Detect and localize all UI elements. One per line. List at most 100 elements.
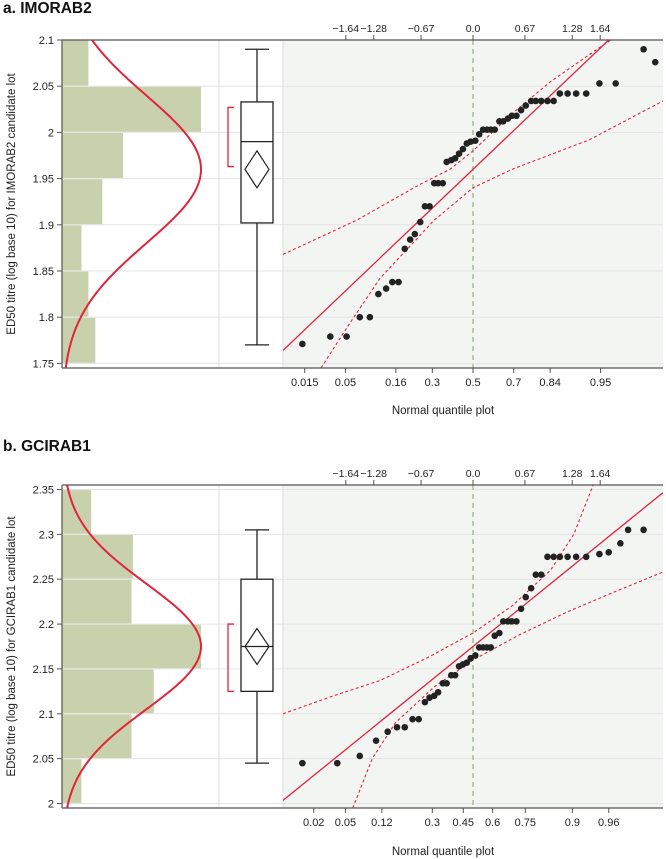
qq-data-point (299, 340, 306, 348)
bottom-tick-label: 0.015 (291, 377, 319, 389)
qq-data-point (366, 313, 374, 321)
y-tick-label: 2.05 (33, 81, 54, 93)
y-tick-label: 2.05 (33, 754, 54, 766)
qq-data-point (527, 584, 535, 592)
histogram-bar (62, 271, 89, 317)
qq-data-point (375, 290, 382, 298)
bottom-tick-label: 0.9 (565, 817, 580, 829)
qq-data-point (522, 593, 530, 601)
y-tick-label: 2.3 (39, 529, 54, 541)
qq-data-point (522, 102, 530, 109)
qq-data-point (393, 723, 401, 731)
histogram-bar (62, 40, 89, 86)
y-tick-label: 1.85 (33, 266, 54, 278)
y-tick-label: 1.8 (39, 312, 54, 324)
qq-data-point (451, 154, 459, 162)
bottom-tick-label: 0.84 (539, 377, 560, 389)
qq-data-point (640, 45, 647, 53)
qq-data-point (564, 90, 571, 97)
qq-data-point (443, 679, 450, 687)
qq-data-point (475, 130, 483, 138)
top-tick-label: 0.0 (466, 23, 481, 35)
qq-data-point (439, 179, 447, 187)
top-tick-label: 0.67 (515, 23, 536, 35)
y-tick-label: 2 (48, 127, 54, 139)
qq-data-point (640, 526, 647, 534)
qq-data-point (544, 553, 551, 561)
qq-data-point (572, 553, 580, 561)
qq-data-point (463, 659, 471, 666)
histogram-bar (62, 86, 201, 132)
qq-data-point (356, 313, 364, 321)
qq-data-point (372, 737, 380, 745)
mean-diamond (244, 149, 270, 189)
qq-data-point (299, 759, 306, 767)
qq-data-point (411, 230, 419, 238)
qq-data-point (550, 97, 557, 105)
qq-data-point (409, 715, 416, 723)
qq-data-point (556, 90, 564, 97)
qq-data-point (537, 97, 545, 105)
qq-data-point (496, 629, 503, 637)
qq-confidence-band-upper (283, 40, 613, 255)
histogram-bar (62, 579, 132, 624)
bottom-tick-label: 0.02 (303, 817, 324, 829)
top-tick-label: −1.64 (333, 23, 360, 35)
bottom-tick-label: 0.7 (506, 377, 521, 389)
y-axis-title: ED50 titre (log base 10) for GCIRAB1 can… (6, 516, 18, 777)
qq-data-point (415, 715, 423, 723)
bottom-tick-label: 0.5 (465, 377, 480, 389)
qq-data-point (472, 137, 479, 145)
shortest-half-bracket (227, 106, 234, 168)
panel-a-label: a. IMORAB2 (3, 0, 92, 17)
histogram-bar (62, 669, 154, 714)
top-tick-label: −1.28 (360, 468, 387, 480)
y-tick-label: 2.15 (33, 664, 54, 676)
qq-data-point (499, 618, 507, 625)
qq-data-point (556, 553, 564, 561)
top-tick-label: 1.28 (562, 468, 583, 480)
y-axis-title: ED50 titre (log base 10) for IMORAB2 can… (6, 72, 18, 334)
bottom-tick-label: 0.05 (335, 817, 356, 829)
x-axis-title: Normal quantile plot (392, 405, 495, 417)
qq-data-point (487, 644, 495, 651)
qq-data-point (421, 203, 429, 210)
qq-plot-area (283, 485, 663, 808)
mean-diamond (244, 627, 270, 666)
qq-data-point (624, 526, 632, 534)
bottom-tick-label: 0.96 (598, 817, 619, 829)
top-tick-label: 1.64 (590, 23, 611, 35)
histogram-bar (62, 624, 201, 669)
qq-data-point (434, 179, 442, 187)
qq-data-point (382, 285, 390, 292)
y-tick-label: 2.2 (39, 619, 54, 631)
bottom-tick-label: 0.95 (590, 377, 611, 389)
qq-data-point (434, 688, 442, 696)
qq-data-point (356, 752, 364, 760)
boxplot-box (240, 578, 274, 693)
bottom-tick-label: 0.3 (425, 817, 440, 829)
bottom-tick-label: 0.45 (453, 817, 474, 829)
qq-data-point (544, 97, 551, 105)
bottom-tick-label: 0.75 (515, 817, 536, 829)
y-tick-label: 1.75 (33, 358, 54, 370)
top-tick-label: −0.67 (408, 23, 435, 35)
qq-data-point (333, 759, 341, 767)
qq-data-point (426, 203, 433, 210)
y-tick-label: 1.95 (33, 174, 54, 186)
y-tick-label: 2 (48, 799, 54, 811)
qq-data-point (451, 671, 459, 679)
qq-data-point (527, 97, 535, 105)
histogram-bar (62, 179, 103, 225)
qq-data-point (582, 90, 590, 97)
qq-data-point (605, 548, 613, 556)
qq-data-point (327, 333, 334, 340)
qq-confidence-band-lower (352, 571, 663, 808)
qq-data-point (389, 278, 396, 286)
qq-data-point (582, 553, 590, 561)
y-tick-label: 2.25 (33, 574, 54, 586)
y-tick-label: 2.1 (39, 709, 54, 721)
histogram-bar (62, 225, 82, 271)
qq-data-point (421, 698, 429, 706)
